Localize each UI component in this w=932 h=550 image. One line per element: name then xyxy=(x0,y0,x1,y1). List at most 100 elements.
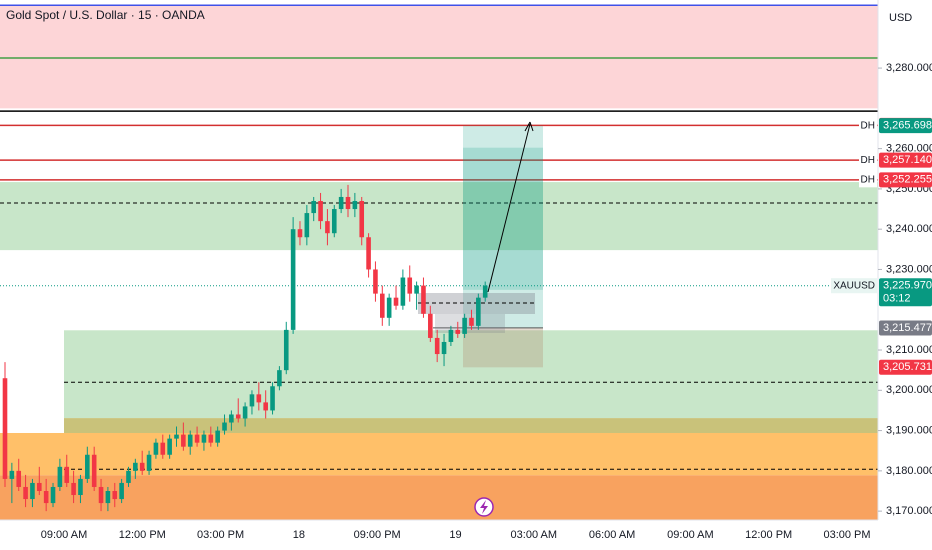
candle-body xyxy=(297,229,303,238)
price-badge xyxy=(879,172,932,188)
x-tick-label: 18 xyxy=(293,529,305,541)
candle-body xyxy=(476,297,481,326)
candle-body xyxy=(119,482,124,500)
candle-body xyxy=(126,470,131,483)
tag-label: DH xyxy=(861,120,875,131)
candle-body xyxy=(30,482,35,500)
y-tick-label: 3,230.000 xyxy=(886,263,932,275)
candle-body xyxy=(318,200,323,222)
candle-body xyxy=(482,285,488,298)
candle-body xyxy=(208,434,214,443)
candle-body xyxy=(37,482,42,491)
candle-body xyxy=(242,406,248,419)
y-tick-label: 3,170.000 xyxy=(886,505,932,517)
price-badge-label: 3,265.698 xyxy=(883,120,932,132)
candle-body xyxy=(311,200,316,214)
candle-body xyxy=(222,422,227,431)
x-tick-label: 09:00 AM xyxy=(667,529,713,541)
candle-body xyxy=(386,297,392,318)
tag-label: DH xyxy=(861,155,875,166)
candle-body xyxy=(201,434,207,443)
candle-body xyxy=(455,329,461,334)
candle-body xyxy=(160,442,166,455)
y-tick-label: 3,190.000 xyxy=(886,424,932,436)
zone xyxy=(0,182,878,251)
candle-body xyxy=(23,486,28,500)
x-tick-label: 12:00 PM xyxy=(745,529,792,541)
target-zone xyxy=(463,125,543,328)
y-tick-label: 3,210.000 xyxy=(886,344,932,356)
candle-body xyxy=(325,221,330,234)
candle-body xyxy=(85,454,90,479)
candle-body xyxy=(229,414,234,423)
candle-body xyxy=(146,454,152,471)
zone xyxy=(64,330,878,419)
candle-body xyxy=(400,277,406,306)
candle-body xyxy=(64,466,70,483)
price-badge xyxy=(879,118,932,134)
chart-title: Gold Spot / U.S. Dollar · 15 · OANDA xyxy=(6,8,205,22)
price-badge xyxy=(879,278,932,307)
y-tick-label: 3,280.000 xyxy=(886,62,932,74)
candle-body xyxy=(50,486,56,504)
countdown-label: 03:12 xyxy=(883,293,911,305)
price-badge-label: 3,252.255 xyxy=(883,174,932,186)
candle-body xyxy=(462,317,467,334)
tag-box xyxy=(859,172,877,188)
candle-body xyxy=(407,277,413,294)
candle-body xyxy=(187,434,193,447)
plot-area xyxy=(0,4,878,520)
tag-box xyxy=(831,278,877,294)
arrow xyxy=(487,123,531,293)
candle-body xyxy=(78,478,83,496)
x-tick-label: 19 xyxy=(449,529,461,541)
candle-body xyxy=(57,466,63,487)
tag-box xyxy=(859,152,877,168)
candle-body xyxy=(9,470,15,479)
candle-body xyxy=(181,434,186,447)
y-tick-label: 3,260.000 xyxy=(886,143,932,155)
x-tick-label: 03:00 PM xyxy=(197,529,244,541)
candle-body xyxy=(373,269,378,294)
y-tick-label: 3,180.000 xyxy=(886,465,932,477)
candle-body xyxy=(290,229,296,330)
candle-body xyxy=(256,394,262,403)
zone xyxy=(0,5,878,109)
candle-body xyxy=(133,462,138,471)
candle-body xyxy=(215,430,220,443)
candle-body xyxy=(112,490,118,500)
candle-body xyxy=(139,462,145,471)
candle-body xyxy=(105,490,111,504)
candle-body xyxy=(283,329,289,371)
candle-body xyxy=(43,490,49,504)
zone xyxy=(0,432,878,476)
candle-body xyxy=(338,196,344,210)
candle-body xyxy=(469,317,474,326)
candle-body xyxy=(167,438,172,455)
candle-body xyxy=(434,337,440,355)
price-badge-label: 3,205.731 xyxy=(883,361,932,373)
x-tick-label: 03:00 PM xyxy=(823,529,870,541)
candle-body xyxy=(91,454,97,487)
target-fill xyxy=(463,147,543,290)
candle-body xyxy=(393,297,399,306)
candle-body xyxy=(448,329,454,342)
zone xyxy=(0,475,878,520)
candle-body xyxy=(352,200,358,210)
currency-label: USD xyxy=(889,12,912,24)
y-tick-label: 3,200.000 xyxy=(886,384,932,396)
candle-body xyxy=(270,386,275,411)
candle-body xyxy=(428,313,433,338)
x-tick-label: 09:00 PM xyxy=(354,529,401,541)
price-badge xyxy=(879,320,932,336)
x-tick-label: 12:00 PM xyxy=(119,529,166,541)
candle-body xyxy=(2,378,8,479)
tag-label: XAUUSD xyxy=(833,280,875,291)
y-tick-label: 3,240.000 xyxy=(886,223,932,235)
candle-body xyxy=(16,470,22,487)
candle-body xyxy=(304,213,310,238)
candle-body xyxy=(380,293,385,318)
x-tick-label: 03:00 AM xyxy=(511,529,557,541)
candle-body xyxy=(421,285,426,314)
